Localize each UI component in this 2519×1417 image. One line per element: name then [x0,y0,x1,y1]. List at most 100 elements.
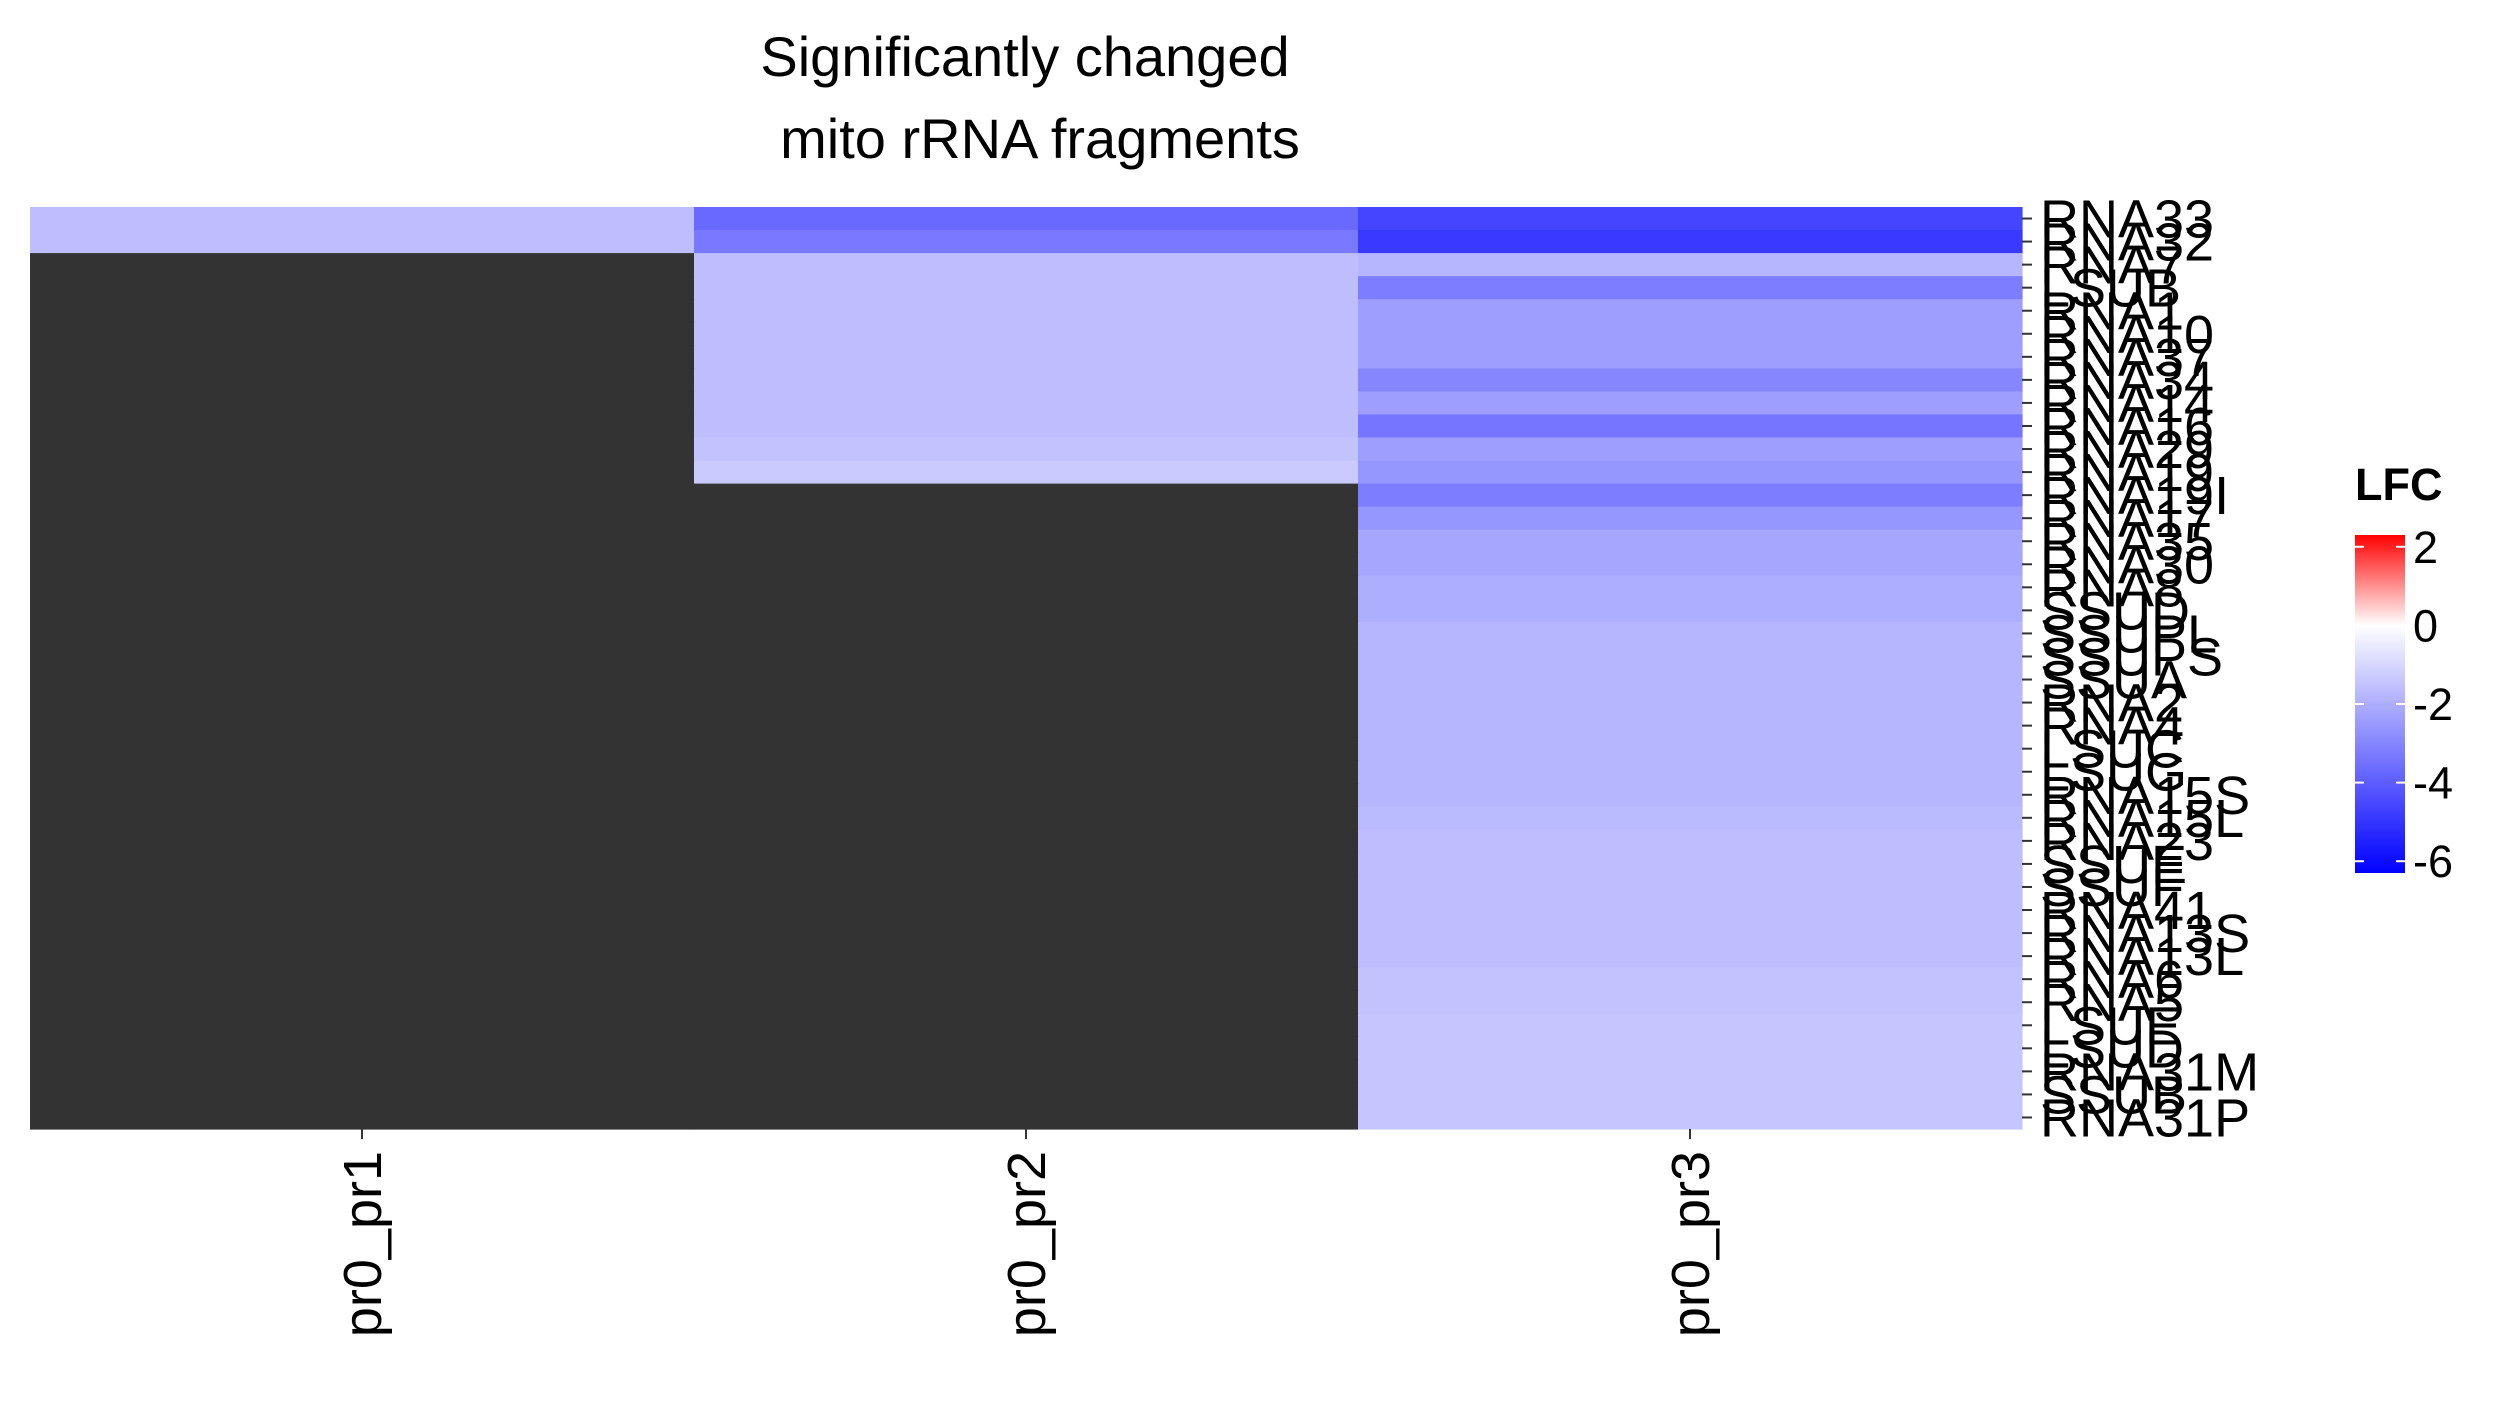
heatmap-cell [1358,552,2023,577]
heatmap-cell [694,737,1359,761]
heatmap-cell [30,598,695,623]
heatmap-cell [1358,644,2023,669]
heatmap-cell [694,552,1359,577]
heatmap-cell [30,552,695,577]
heatmap-cell [30,691,695,715]
heatmap-cell [694,852,1359,877]
heatmap-cell [1358,990,2023,1015]
heatmap-cell [1358,598,2023,623]
heatmap-cell [30,276,695,300]
row-label: RNA7 [2040,236,2184,296]
row-label: LSUB [2040,259,2181,319]
row-label: SSUB [2040,1065,2187,1125]
heatmap-cell [30,852,695,877]
row-label: RNA35 [2040,512,2214,572]
heatmap-cell [694,460,1359,485]
heatmap-cell [30,483,695,508]
row-label: RNA2 [2040,674,2184,734]
heatmap-cell [30,760,695,784]
row-label: RNA33 [2040,190,2214,250]
row-label: RNA13S [2040,904,2250,964]
heatmap-cell [694,1059,1359,1084]
heatmap-cell [694,506,1359,531]
heatmap-cell [694,299,1359,323]
heatmap-cell [694,691,1359,715]
heatmap-cell [694,644,1359,669]
row-label: SSUF [2040,858,2184,918]
heatmap-cell [1358,691,2023,715]
heatmap-cell [30,414,695,439]
heatmap-cell [1358,575,2023,600]
heatmap-cell [1358,1082,2023,1107]
heatmap-cell [30,230,695,254]
row-label: LSUC [2040,720,2184,780]
heatmap-cell [694,322,1359,346]
heatmap-cell [1358,483,2023,508]
heatmap-cell [30,299,695,323]
heatmap-cell [694,391,1359,416]
row-label: RNA19I [2040,466,2229,526]
column-label: pr0_pr1 [333,1151,393,1337]
row-label: RNA32 [2040,213,2214,273]
heatmap-cell [1358,944,2023,969]
heatmap-cell [694,967,1359,992]
row-label: SSUPL [2040,604,2217,664]
heatmap-cell [1358,967,2023,992]
row-label: LSUD [2040,1019,2184,1079]
heatmap-cell [1358,345,2023,369]
heatmap-cell [30,875,695,900]
heatmap-cell [30,668,695,692]
heatmap-cell [30,1105,695,1130]
heatmap-cell [1358,852,2023,877]
heatmap-cell [694,990,1359,1015]
chart-title-line-2: mito rRNA fragments [780,107,1300,170]
row-label: RNA29 [2040,420,2214,480]
heatmap-cell [694,1105,1359,1130]
heatmap-cell [30,322,695,346]
row-label: SSUE [2040,835,2187,895]
heatmap-cell [1358,621,2023,646]
column-labels: pr0_pr1 pr0_pr2 pr0_pr3 [333,1129,1721,1337]
heatmap-cell [30,944,695,969]
legend-tick-label: -2 [2413,679,2453,730]
heatmap-cell [30,253,695,277]
heatmap-cell [694,621,1359,646]
heatmap-cell [694,598,1359,623]
legend-tick-label: 0 [2413,600,2438,651]
heatmap-cell [1358,299,2023,323]
heatmap-cell [30,1013,695,1038]
heatmap-cell [694,1036,1359,1061]
row-label: RNA31M [2040,1042,2259,1102]
row-label: RNA5 [2040,973,2184,1033]
row-label: RNA10 [2040,305,2214,365]
heatmap-cell [30,345,695,369]
heatmap-cell [1358,506,2023,531]
heatmap-cell [694,714,1359,738]
heatmap-cell [30,737,695,761]
color-legend: LFC 2 0 -2 -4 -6 [2355,459,2453,887]
heatmap-cell [30,391,695,416]
heatmap-cell [1358,437,2023,462]
legend-tick-label: -4 [2413,758,2453,809]
heatmap-cell [1358,1013,2023,1038]
heatmap-cell [30,460,695,485]
heatmap-cell [30,621,695,646]
heatmap-cell [30,529,695,554]
heatmap-cell [1358,529,2023,554]
row-label: RNA37 [2040,328,2214,388]
heatmap-cell [1358,760,2023,784]
heatmap-cell [694,253,1359,277]
heatmap-cell [694,437,1359,462]
heatmap-cell [694,668,1359,692]
heatmap-cell [694,276,1359,300]
heatmap-cell [30,921,695,946]
heatmap-cell [694,921,1359,946]
row-label: SSUPS [2040,627,2223,687]
row-label: LSUG [2040,743,2187,803]
legend-ticks: 2 0 -2 -4 -6 [2355,522,2453,887]
heatmap-cell [1358,921,2023,946]
heatmap-cell [694,806,1359,830]
heatmap-cell [694,230,1359,254]
heatmap-cell [1358,322,2023,346]
